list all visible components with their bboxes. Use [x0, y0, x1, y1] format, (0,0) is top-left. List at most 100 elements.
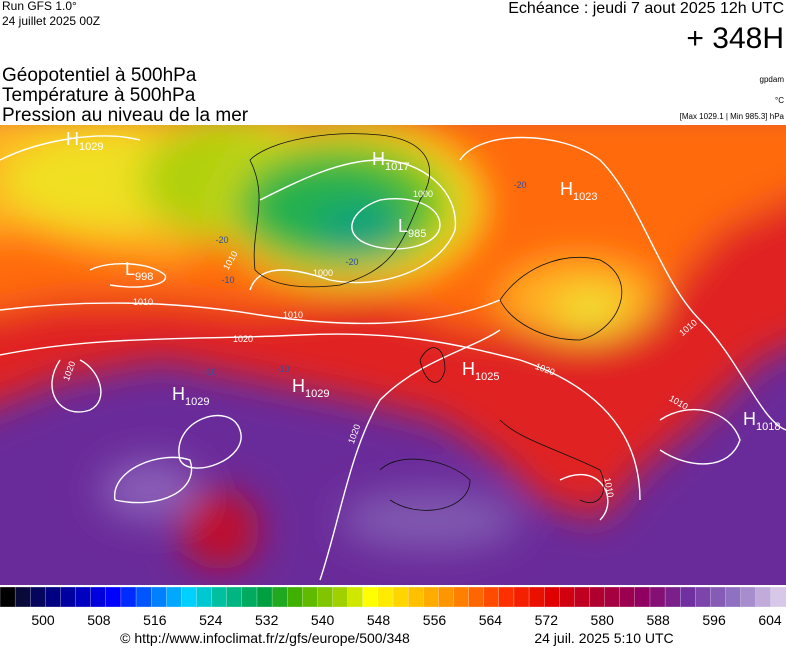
center-value: 1029	[305, 388, 329, 400]
footer-source: © http://www.infoclimat.fr/z/gfs/europe/…	[120, 630, 410, 646]
isobar-label: 1000	[413, 189, 433, 199]
scale-swatch	[317, 586, 334, 608]
scale-swatch	[14, 586, 31, 608]
unit: °C	[775, 96, 784, 105]
center-kind: H	[292, 376, 305, 396]
scale-swatch	[619, 586, 636, 608]
scale-swatch	[0, 586, 16, 608]
pressure-center: H1029	[292, 376, 329, 400]
scale-swatch	[105, 586, 122, 608]
scale-swatch	[90, 586, 107, 608]
unit: gpdam	[760, 75, 785, 84]
scale-swatch	[755, 586, 772, 608]
scale-swatch	[196, 586, 213, 608]
map: H1029L998H1017L985H1023H1025H1029H1029H1…	[0, 125, 786, 585]
scale-swatch	[423, 586, 439, 608]
scale-swatch	[574, 586, 591, 608]
scale-tick-label: 548	[367, 612, 391, 628]
isobar-label: 1000	[313, 268, 333, 278]
lead-time: + 348H	[686, 22, 784, 55]
center-value: 1018	[756, 421, 780, 433]
scale-swatch	[45, 586, 62, 608]
scale-swatch	[664, 586, 681, 608]
center-kind: H	[560, 179, 573, 199]
scale-tick-label: 508	[87, 612, 111, 628]
scale-swatch	[710, 586, 727, 608]
scale-swatch	[680, 586, 696, 608]
scale-swatch	[226, 586, 243, 608]
temperature-label: -20	[513, 180, 526, 190]
scale-swatch	[725, 586, 742, 608]
scale-swatch	[181, 586, 198, 608]
scale-swatch	[604, 586, 621, 608]
field-name: Température à 500hPa	[2, 85, 196, 106]
scale-tick-label: 556	[423, 612, 447, 628]
scale-swatch	[75, 586, 92, 608]
scale-swatch	[211, 586, 228, 608]
scale-swatch	[347, 586, 364, 608]
pressure-center: H1025	[462, 359, 499, 383]
footer-date: 24 juil. 2025 5:10 UTC	[534, 630, 673, 646]
scale-tick-label: 500	[31, 612, 55, 628]
pressure-center: L998	[125, 259, 153, 283]
center-value: 998	[135, 271, 153, 283]
scale-swatch	[740, 586, 757, 608]
scale-swatch	[30, 586, 46, 608]
center-kind: H	[462, 359, 475, 379]
scale-tick-label: 588	[646, 612, 670, 628]
scale-swatch	[166, 586, 183, 608]
isobar-label: 1020	[233, 334, 253, 344]
run-label: Run GFS 1.0°	[2, 0, 77, 13]
scale-swatch	[271, 586, 288, 608]
scale-swatch	[241, 586, 258, 608]
scale-swatch	[362, 586, 379, 608]
scale-swatch	[438, 586, 455, 608]
scale-swatch	[151, 586, 167, 608]
pressure-center: H1029	[172, 384, 209, 408]
temperature-label: -20	[345, 257, 358, 267]
center-kind: H	[172, 384, 185, 404]
scale-tick-label: 580	[591, 612, 615, 628]
scale-swatch	[392, 586, 409, 608]
center-value: 1017	[385, 161, 409, 173]
scale-swatch	[483, 586, 500, 608]
scale-tick-label: 596	[702, 612, 726, 628]
center-value: 1029	[79, 141, 103, 153]
scale-swatch	[302, 586, 319, 608]
scale-tick-label: 604	[758, 612, 782, 628]
scale-tick-label: 524	[199, 612, 223, 628]
scale-tick-label: 540	[311, 612, 335, 628]
scale-swatch	[407, 586, 424, 608]
scale-swatch	[589, 586, 606, 608]
scale-swatch	[332, 586, 349, 608]
scale-swatch	[135, 586, 152, 608]
run-date: 24 juillet 2025 00Z	[2, 14, 100, 28]
scale-tick-label: 532	[255, 612, 279, 628]
color-scale: 500 508 516 524 532 540 548 556 564 572 580 588 596 6…	[0, 586, 786, 628]
scale-swatch	[695, 586, 712, 608]
forecast-time: Echéance : jeudi 7 aout 2025 12h UTC	[508, 0, 784, 17]
scale-swatch	[287, 586, 303, 608]
scale-swatch	[498, 586, 515, 608]
scale-swatch	[120, 586, 137, 608]
scale-swatch	[649, 586, 666, 608]
scale-swatch	[513, 586, 530, 608]
field-name: Pression au niveau de la mer	[2, 105, 249, 126]
center-value: 1023	[573, 191, 597, 203]
temperature-label: -20	[215, 235, 228, 245]
center-value: 985	[408, 228, 426, 240]
temperature-label: -10	[221, 275, 234, 285]
scale-swatch	[453, 586, 470, 608]
center-kind: L	[398, 216, 408, 236]
isobar-label: 1010	[133, 297, 153, 307]
field-name: Géopotentiel à 500hPa	[2, 65, 197, 86]
temperature-label: -10	[276, 364, 289, 374]
scale-swatch	[770, 586, 786, 608]
pressure-center: H1029	[66, 129, 103, 153]
unit: [Max 1029.1 | Min 985.3] hPa	[680, 112, 785, 121]
center-kind: H	[372, 149, 385, 169]
pressure-center: H1018	[743, 409, 780, 433]
scale-tick-label: 564	[479, 612, 503, 628]
